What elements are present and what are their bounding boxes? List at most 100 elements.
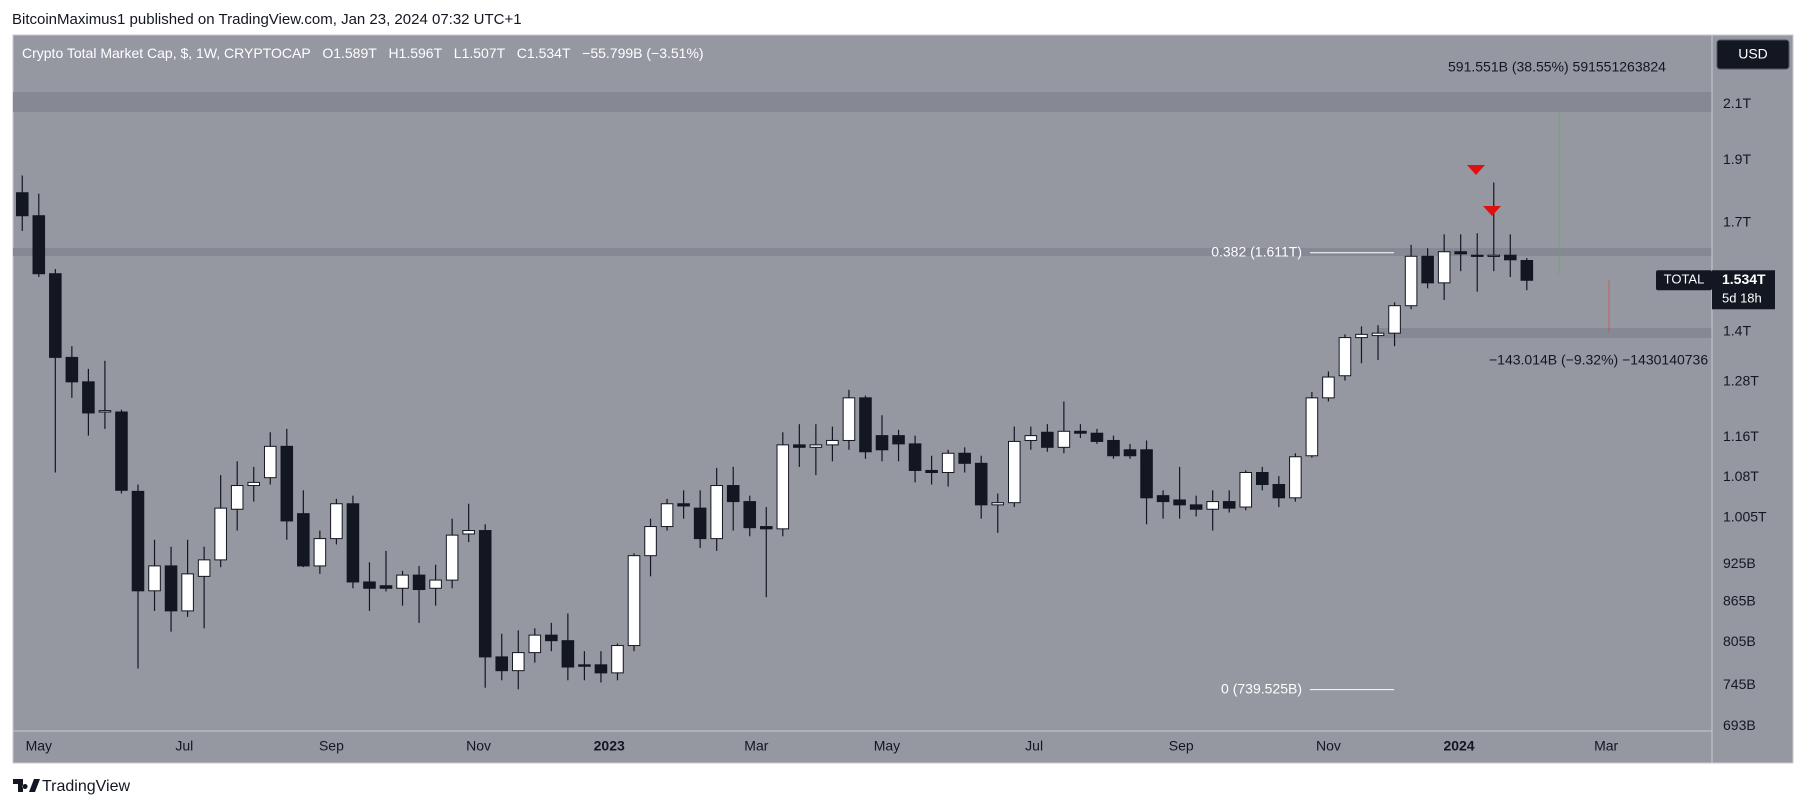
candle-body: [594, 664, 608, 674]
candle-body: [1156, 495, 1170, 503]
candle-body: [1123, 449, 1137, 457]
candle-body: [693, 507, 707, 540]
candle-body: [1041, 431, 1054, 448]
candle-body: [1140, 449, 1153, 499]
candle-body: [561, 640, 575, 668]
brand-logo: [13, 779, 40, 792]
candle-body: [1388, 305, 1401, 334]
candle-body: [280, 445, 294, 522]
y-tick-label: 1.005T: [1723, 508, 1767, 524]
fib-label: 0.382 (1.611T): [1211, 243, 1302, 259]
candle-body: [759, 526, 773, 530]
support-zone: [1377, 328, 1712, 338]
candle-body: [892, 435, 905, 445]
candle-body: [578, 664, 591, 667]
chart-background: [12, 34, 1794, 764]
x-tick-label: 2023: [594, 738, 625, 754]
candle-body: [396, 574, 409, 589]
candle-body: [1173, 499, 1186, 506]
candle-body: [875, 435, 889, 451]
candle-body: [15, 192, 29, 217]
price-tag: TOTAL 1.534T 5d 18h: [1656, 270, 1775, 310]
ohlc-open: O1.589T: [322, 45, 377, 61]
y-tick-label: 1.7T: [1723, 213, 1751, 229]
marker: [1483, 206, 1501, 216]
brand-name: TradingView: [42, 778, 130, 795]
chart-title: Crypto Total Market Cap, $, 1W, CRYPTOCA…: [22, 45, 310, 61]
candle-body: [1289, 456, 1302, 499]
candle-body: [230, 485, 244, 510]
candle-body: [1255, 472, 1269, 485]
candle-body: [1404, 255, 1418, 307]
candle-body: [826, 439, 839, 446]
y-tick-label: 1.9T: [1723, 151, 1751, 167]
ohlc-low: L1.507T: [454, 45, 506, 61]
y-tick-label: 693B: [1723, 717, 1756, 733]
resistance-zone: [13, 248, 1712, 256]
x-tick-label: Mar: [744, 738, 768, 754]
candle-body: [82, 381, 95, 414]
candle-body: [148, 565, 161, 592]
candle-body: [313, 538, 327, 567]
candle-body: [1090, 432, 1104, 442]
y-tick-label: 1.28T: [1723, 373, 1759, 389]
y-tick-label: 805B: [1723, 633, 1756, 649]
candle-body: [991, 502, 1005, 506]
x-tick-label: Nov: [466, 738, 491, 754]
candles: [15, 175, 1534, 690]
candle-body: [1305, 397, 1319, 457]
candle-body: [611, 645, 624, 674]
resistance-zone: [13, 92, 1712, 112]
candle-body: [1437, 251, 1451, 284]
candle-body: [925, 469, 938, 474]
candle-body: [1107, 439, 1120, 457]
y-tick-label: 1.16T: [1723, 428, 1759, 444]
candle-body: [677, 503, 690, 507]
candle-body: [1421, 255, 1434, 284]
y-tick-label: 1.08T: [1723, 468, 1759, 484]
candle-body: [1338, 337, 1352, 377]
candle-body: [1272, 483, 1286, 499]
candle-body: [776, 444, 790, 530]
measure-label: −143.014B (−9.32%) −1430140736: [1489, 352, 1708, 368]
currency-button[interactable]: [1716, 39, 1790, 70]
ohlc-high: H1.596T: [388, 45, 442, 61]
candle-body: [115, 411, 128, 491]
candle-body: [1504, 254, 1517, 261]
change: −55.799B (−3.51%): [582, 45, 703, 61]
candle-body: [710, 485, 723, 540]
candle-body: [1074, 430, 1087, 434]
x-tick-label: Sep: [1169, 738, 1194, 754]
candle-body: [247, 481, 261, 487]
candle-body: [1222, 501, 1236, 509]
candle-body: [1355, 333, 1368, 339]
candle-body: [65, 356, 79, 383]
x-tick-label: Sep: [319, 738, 344, 754]
publisher-line: BitcoinMaximus1 published on TradingView…: [12, 11, 522, 28]
candle-body: [941, 452, 955, 474]
x-tick-label: Jul: [175, 738, 193, 754]
symbol-box: [1656, 270, 1712, 291]
candle-body: [1189, 504, 1203, 510]
candle-body: [1024, 435, 1038, 441]
y-tick-label: 865B: [1723, 592, 1756, 608]
candle-body: [545, 634, 558, 642]
candle-body: [1520, 260, 1534, 281]
candle-body: [743, 501, 757, 529]
axes: 2.1T 1.9T 1.7T 1.4T 1.28T 1.16T 1.08T 1.005T 925…: [26, 95, 1767, 754]
candle-body: [1454, 251, 1467, 255]
candle-body: [726, 485, 740, 503]
x-tick-label: Nov: [1316, 738, 1341, 754]
fib-levels: 0.382 (1.611T) 0 (739.525B): [1211, 243, 1394, 696]
candle-body: [1007, 440, 1021, 504]
marker: [1467, 165, 1485, 175]
candle-body: [1057, 430, 1071, 448]
candle-body: [346, 503, 360, 583]
x-tick-label: May: [26, 738, 52, 754]
candle-body: [330, 503, 343, 540]
candle-body: [297, 513, 310, 567]
currency-label: USD: [1738, 46, 1768, 62]
x-tick-label: Jul: [1025, 738, 1043, 754]
candle-body: [1206, 501, 1219, 510]
candle-body: [644, 526, 657, 557]
